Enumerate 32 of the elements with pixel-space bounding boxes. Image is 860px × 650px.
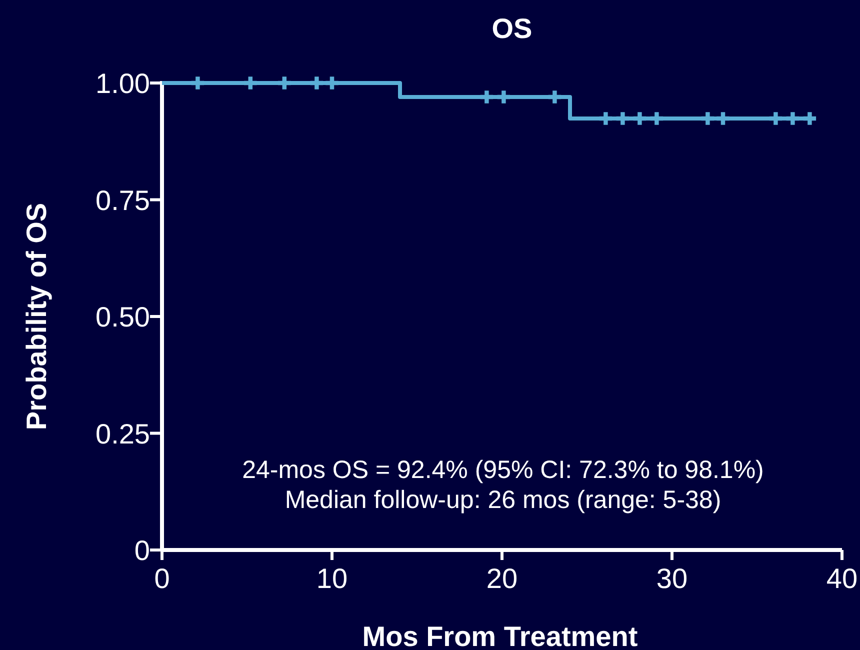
- point: [548, 90, 562, 104]
- annotation: Median follow-up: 26 mos (range: 5-38): [284, 486, 722, 514]
- point: [633, 112, 646, 125]
- chart-title: OS: [492, 13, 532, 44]
- y-tick-label: 0.50: [96, 302, 150, 332]
- x-tick-label: 20: [486, 563, 518, 594]
- y-tick-label: 0.75: [96, 184, 150, 216]
- point: [616, 112, 630, 125]
- point: [191, 76, 204, 90]
- point: [599, 112, 612, 125]
- y-axis-title: Probability of OS: [21, 202, 52, 430]
- point: [480, 90, 494, 104]
- annotation: 24-mos OS = 92.4% (95% CI: 72.3% to 98.1%): [242, 456, 764, 484]
- point: [803, 112, 816, 125]
- point: [278, 76, 291, 90]
- x-tick-label: 0: [154, 563, 170, 594]
- point: [769, 112, 782, 125]
- y-tick-label: 1.00: [96, 68, 150, 99]
- point: [650, 112, 664, 125]
- x-tick-label: 10: [316, 563, 348, 594]
- x-tick-label: 30: [656, 563, 688, 594]
- point: [786, 112, 800, 125]
- point: [244, 76, 257, 90]
- point: [716, 112, 730, 125]
- x-tick-label: 40: [826, 563, 858, 594]
- y-tick-label: 0.25: [96, 418, 150, 450]
- point: [701, 112, 714, 125]
- point: [497, 90, 510, 104]
- x-axis-title: Mos From Treatment: [362, 621, 638, 650]
- point: [310, 76, 324, 90]
- point: [326, 76, 338, 90]
- y-tick-label: 0: [134, 535, 150, 566]
